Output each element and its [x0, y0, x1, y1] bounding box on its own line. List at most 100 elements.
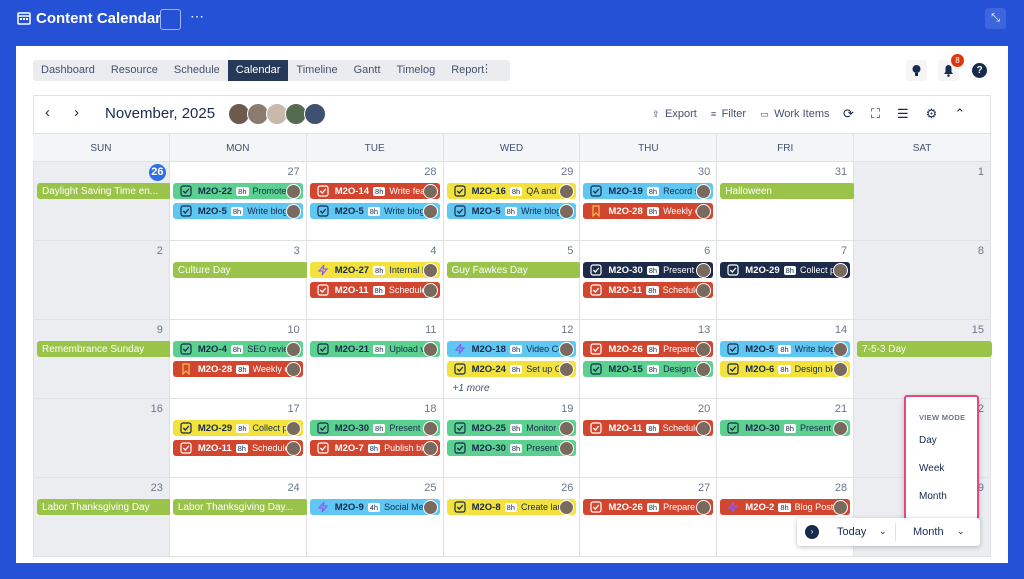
tab[interactable]: Report — [451, 64, 485, 76]
task-event[interactable]: M2O-118hSchedule — [172, 440, 303, 456]
collapse-header[interactable]: ⌃ — [954, 106, 966, 121]
tab[interactable]: Calendar — [227, 60, 289, 81]
day-cell[interactable]: 2 — [33, 241, 170, 320]
holiday-event[interactable]: Guy Fawkes Day — [446, 262, 582, 278]
task-event[interactable]: M2O-29 8h Collect p — [172, 420, 303, 436]
view-option[interactable]: Month — [919, 491, 947, 502]
day-cell[interactable]: 8 — [854, 241, 991, 320]
task-event[interactable]: M2O-118hSchedule — [583, 282, 714, 298]
holiday-event[interactable]: Remembrance Sunday — [37, 341, 172, 357]
day-cell[interactable]: 23 Labor Thanksgiving Day — [33, 478, 172, 557]
day-cell[interactable]: 7 M2O-29 8h Collect p — [717, 241, 855, 320]
day-cell[interactable]: 24 Labor Thanksgiving Day... — [169, 478, 308, 557]
people-button[interactable] — [160, 9, 181, 30]
day-cell[interactable]: 27 M2O-22 8h Promote M2O-5 8h Write blog — [169, 162, 307, 241]
task-event[interactable]: M2O-5 8h Write blog — [720, 341, 851, 357]
settings-button[interactable]: ⚙ — [925, 106, 938, 121]
tab-more[interactable]: ⋮ — [481, 63, 492, 75]
task-event[interactable]: M2O-118hSchedule — [583, 420, 714, 436]
tab[interactable]: Timelog — [396, 64, 436, 76]
idea-button[interactable] — [906, 60, 927, 81]
task-event[interactable]: M2O-5 8h Write blog — [446, 203, 577, 219]
toolbar-action[interactable]: ▭ Work Items — [760, 108, 829, 120]
refresh-button[interactable]: ⟳ — [843, 106, 854, 121]
day-cell[interactable]: 5 Guy Fawkes Day — [443, 241, 582, 320]
view-option[interactable]: Week — [919, 463, 945, 474]
day-cell[interactable]: 3 Culture Day — [169, 241, 308, 320]
mode-button[interactable]: Month — [913, 526, 944, 538]
holiday-event[interactable]: 7-5-3 Day — [857, 341, 992, 357]
holiday-event[interactable]: Labor Thanksgiving Day... — [172, 499, 308, 515]
prev-month[interactable]: ‹ — [45, 104, 50, 121]
tab[interactable]: Schedule — [173, 64, 220, 76]
more-button[interactable]: ⋯ — [190, 8, 204, 24]
toolbar-action[interactable]: ≡ Filter — [711, 108, 746, 120]
nav-button[interactable]: › — [805, 525, 819, 539]
holiday-event[interactable]: Culture Day — [172, 262, 308, 278]
help-button[interactable]: ? — [972, 63, 987, 78]
task-event[interactable]: M2O-29 8h Collect p — [720, 262, 851, 278]
day-cell[interactable]: 16 — [33, 399, 170, 478]
day-cell[interactable]: 1 — [854, 162, 991, 241]
tab[interactable]: Dashboard — [41, 64, 95, 76]
view-option[interactable]: Day — [919, 435, 937, 446]
next-month[interactable]: › — [74, 104, 79, 121]
tab[interactable]: Timeline — [296, 64, 338, 76]
holiday-event[interactable]: Daylight Saving Time en... — [37, 183, 172, 199]
today-button[interactable]: Today — [837, 526, 867, 538]
task-event[interactable]: M2O-28 8h Weekly c — [172, 361, 303, 377]
settings-sliders[interactable]: ☰ — [897, 106, 909, 121]
collapse-button[interactable]: ⤡ — [985, 8, 1006, 29]
tab[interactable]: Gantt — [353, 64, 381, 76]
task-event[interactable]: M2O-22 8h Promote — [172, 183, 303, 199]
tab[interactable]: Resource — [110, 64, 158, 76]
day-cell[interactable]: 9 Remembrance Sunday — [33, 320, 172, 399]
day-cell[interactable]: 20 M2O-118hSchedule — [580, 399, 718, 478]
task-event[interactable]: M2O-6 8h Design blo — [720, 361, 851, 377]
task-event[interactable]: M2O-118hSchedule — [309, 282, 440, 298]
day-cell[interactable]: 14 M2O-5 8h Write blog M2O-6 8h Design blo — [717, 320, 855, 399]
task-event[interactable]: M2O-28 8h Weekly c — [583, 203, 714, 219]
task-event[interactable]: M2O-30 8h Present r — [583, 262, 714, 278]
day-cell[interactable]: 31 Halloween — [717, 162, 856, 241]
day-cell[interactable]: 26 Daylight Saving Time en... — [33, 162, 172, 241]
holiday-event[interactable]: Halloween — [720, 183, 856, 199]
fullscreen-button[interactable]: ⛶ — [870, 106, 881, 121]
more-link[interactable]: +1 more — [452, 383, 490, 394]
task-event[interactable]: M2O-5 8h Write blog — [172, 203, 303, 219]
